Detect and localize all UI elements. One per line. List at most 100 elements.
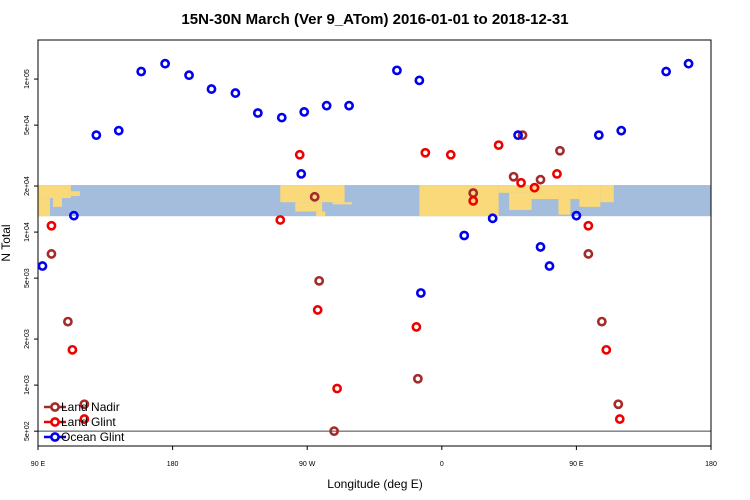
land-glint-point [601, 344, 612, 355]
ocean-glint-point [544, 261, 555, 271]
land-nadir-point [535, 174, 546, 185]
ocean-glint-point [37, 261, 48, 271]
world-map-band [38, 185, 711, 217]
land-nadir-point [596, 316, 607, 327]
ocean-glint-point [136, 66, 147, 77]
land-nadir-point [412, 373, 423, 384]
land-shape [295, 202, 323, 212]
land-shape [509, 192, 532, 210]
ocean-glint-point [230, 88, 241, 98]
land-nadir-legend-marker [50, 402, 60, 412]
land-nadir-point [46, 249, 57, 259]
y-axis-label: N Total [0, 224, 13, 261]
x-tick-label: 0 [440, 461, 444, 468]
chart-title: 15N-30N March (Ver 9_ATom) 2016-01-01 to… [181, 11, 568, 28]
plot-frame [37, 39, 712, 447]
land-glint-point [411, 322, 422, 332]
ocean-glint-point [299, 107, 310, 117]
land-nadir-point [613, 399, 624, 410]
x-tick-label: 180 [705, 461, 717, 468]
land-shape [316, 211, 326, 217]
land-shape [498, 185, 532, 193]
land-glint-point [332, 383, 343, 394]
land-glint-point [312, 305, 323, 315]
land-glint-point [529, 182, 540, 193]
y-axis: 5e+02 1e+03 2e+03 5e+03 1e+04 2e+04 5e+04 1e+05 [24, 69, 38, 441]
ocean-glint-point [321, 100, 332, 111]
ocean-glint-point [113, 125, 124, 136]
land-nadir-point [79, 399, 90, 410]
land-nadir-point [329, 426, 340, 437]
land-shape [419, 185, 499, 217]
ocean-glint-point [68, 210, 79, 221]
ocean-glint-point [571, 210, 582, 221]
y-tick-label: 1e+03 [24, 375, 31, 395]
x-tick-label: 90 E [569, 461, 584, 468]
land-glint-legend-marker [50, 417, 60, 427]
land-glint-point [294, 149, 305, 160]
y-tick-label: 1e+05 [24, 69, 31, 89]
land-nadir-point [314, 275, 325, 286]
land-nadir-point [63, 316, 73, 327]
ocean-glint-point [683, 58, 694, 69]
ocean-glint-point [459, 230, 470, 241]
ocean-glint-point [616, 125, 627, 136]
land-shape [52, 197, 62, 207]
ocean-glint-point [160, 58, 171, 69]
land-shape [38, 185, 71, 199]
land-shape [531, 185, 580, 200]
land-glint-point [67, 344, 78, 355]
land-glint-point [493, 140, 504, 151]
ocean-glint-point [415, 288, 426, 298]
map-land [38, 185, 614, 217]
y-tick-label: 5e+02 [24, 421, 31, 441]
land-nadir-point [508, 171, 519, 182]
land-glint-point [583, 220, 594, 231]
y-tick-label: 1e+04 [24, 222, 31, 242]
ocean-glint-point [184, 70, 194, 81]
ocean-glint-point [535, 242, 546, 252]
land-glint-point [79, 414, 90, 424]
land-shape [600, 185, 614, 203]
land-glint-point [445, 149, 456, 160]
land-glint-point [614, 414, 625, 424]
ocean-glint-point [252, 108, 263, 118]
land-nadir-legend-label: Land Nadir [61, 400, 120, 414]
land-glint-point [468, 195, 479, 206]
ocean-glint-point [344, 100, 354, 111]
ocean-glint-point [91, 130, 102, 141]
ocean-glint-point [593, 130, 604, 141]
ocean-glint-point [276, 112, 287, 123]
ocean-glint-point [296, 169, 307, 179]
land-shape [579, 185, 601, 207]
land-shape [70, 191, 80, 196]
land-shape [332, 202, 353, 205]
land-nadir-point [517, 130, 528, 141]
land-shape [38, 198, 50, 217]
ocean-glint-legend-marker [50, 432, 60, 442]
land-glint-point [420, 147, 431, 158]
land-nadir-point [309, 191, 320, 202]
land-glint-point [516, 177, 526, 188]
land-nadir-point [583, 249, 594, 259]
ocean-glint-point [661, 66, 672, 77]
y-tick-label: 5e+04 [24, 115, 31, 135]
land-glint-point [275, 215, 286, 225]
land-shape [558, 199, 571, 215]
land-glint-point [552, 169, 562, 179]
y-tick-label: 2e+04 [24, 176, 31, 196]
data-points [37, 58, 694, 437]
ocean-glint-point [487, 213, 498, 224]
ocean-glint-point [206, 84, 217, 94]
land-glint-point [46, 220, 57, 231]
land-nadir-point [555, 145, 565, 156]
x-tick-label: 180 [167, 461, 179, 468]
ocean-glint-point [513, 130, 523, 141]
ocean-glint-legend-label: Ocean Glint [61, 430, 125, 444]
x-tick-label: 90 E [31, 461, 46, 468]
ocean-glint-point [392, 65, 402, 76]
y-tick-label: 2e+03 [24, 329, 31, 349]
x-tick-label: 90 W [299, 461, 316, 468]
